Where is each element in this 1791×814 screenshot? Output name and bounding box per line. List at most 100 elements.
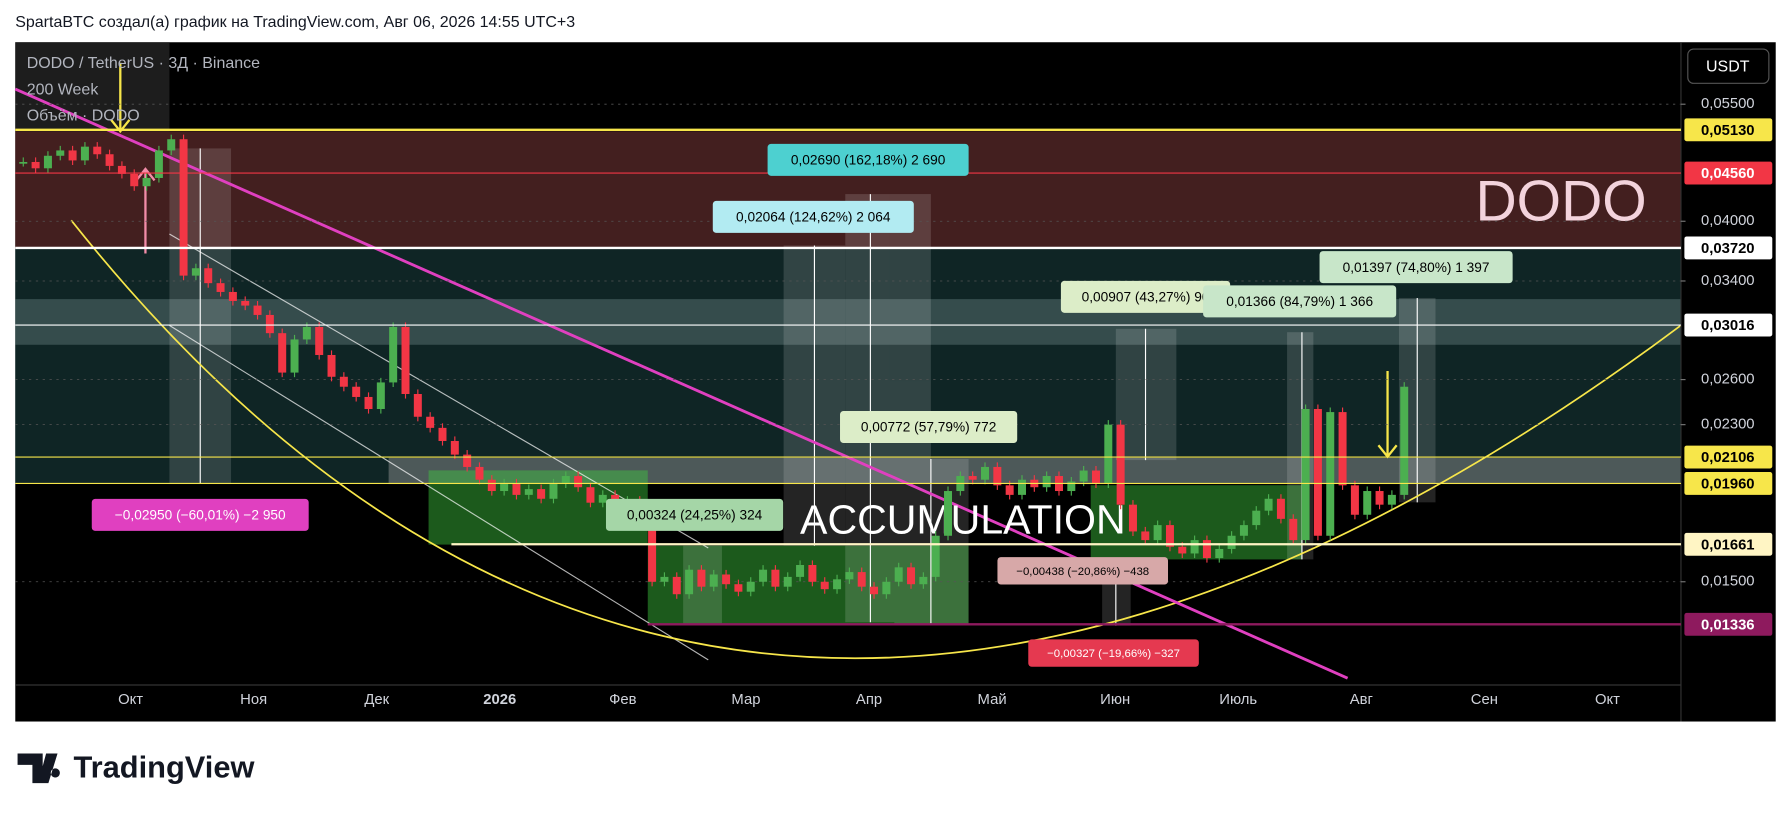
candle	[339, 376, 348, 387]
candle	[561, 476, 570, 484]
candle	[648, 514, 657, 582]
candle	[1116, 424, 1125, 505]
candle	[771, 569, 780, 587]
currency-button[interactable]	[1687, 48, 1770, 84]
candle	[1091, 470, 1100, 484]
candle	[265, 314, 274, 334]
x-tick-label: 2026	[483, 692, 516, 708]
measure-label-box	[1319, 251, 1513, 284]
candle	[142, 177, 151, 187]
candle	[130, 173, 139, 187]
candle	[1239, 525, 1248, 536]
candle	[672, 576, 681, 595]
watermark: ACCUMULATION	[800, 497, 1126, 543]
candles	[19, 134, 1409, 599]
level-price-label: 0,03720	[1701, 241, 1755, 257]
measure-label: 0,00907 (43,27%) 90	[1082, 290, 1210, 305]
measure-label-box	[1028, 639, 1199, 667]
measure-label-box	[1060, 280, 1231, 313]
legend-indicator: Объём · DODO	[27, 108, 140, 125]
x-tick-label: Июль	[1219, 692, 1257, 708]
candle	[820, 581, 829, 590]
y-tick-label: 0,01500	[1701, 574, 1755, 590]
candle	[475, 466, 484, 480]
x-tick-label: Окт	[118, 692, 143, 708]
measure-label-box	[605, 498, 784, 531]
level-price-label: 0,04560	[1701, 166, 1755, 182]
candle	[1338, 412, 1347, 486]
measure-label: 0,02064 (124,62%) 2 064	[736, 210, 891, 225]
candle	[808, 564, 817, 582]
candle	[1276, 498, 1285, 519]
x-tick-label: Мар	[731, 692, 760, 708]
level-price-box	[1684, 472, 1773, 495]
candle	[1153, 525, 1162, 541]
logo	[17, 753, 60, 784]
candle	[746, 581, 755, 592]
header: SpartaBTC создал(а) график на TradingVie…	[15, 14, 575, 31]
measure-label-box	[1203, 285, 1397, 318]
candle	[845, 572, 854, 580]
candle	[1289, 518, 1298, 541]
candle	[389, 326, 398, 383]
measure-label: 0,02690 (162,18%) 2 690	[791, 153, 946, 168]
level-price-label: 0,05130	[1701, 123, 1755, 139]
currency-label[interactable]: USDT	[1706, 59, 1750, 76]
candle	[857, 572, 866, 587]
footer-brand: TradingView	[74, 750, 256, 785]
candle	[537, 489, 546, 499]
candle	[981, 466, 990, 480]
level-price-box	[1684, 118, 1773, 142]
measure-label: −0,00438 (−20,86%) −438	[1016, 566, 1149, 578]
candle	[1017, 479, 1026, 495]
candle	[894, 567, 903, 582]
candle	[438, 427, 447, 441]
candle	[117, 165, 126, 174]
level-price-box	[1684, 445, 1773, 469]
candle	[204, 268, 213, 284]
candle	[1252, 510, 1261, 526]
candle	[463, 454, 472, 467]
level-price-label: 0,01336	[1701, 617, 1755, 633]
candle	[1326, 412, 1335, 536]
candle	[450, 440, 459, 455]
candle	[697, 569, 706, 587]
watermark: DODO	[1475, 170, 1646, 234]
candle	[179, 139, 188, 276]
candle	[31, 161, 40, 169]
measure-label: −0,02950 (−60,01%) −2 950	[115, 508, 286, 523]
candle	[1141, 531, 1150, 541]
candle	[376, 382, 385, 410]
candle	[944, 491, 953, 536]
candle	[80, 146, 89, 161]
candle	[968, 476, 977, 480]
candle	[931, 535, 940, 577]
candle	[796, 564, 805, 577]
candle	[68, 150, 77, 161]
candle	[1350, 485, 1359, 515]
candle	[290, 339, 299, 373]
measure-label: 0,01397 (74,80%) 1 397	[1343, 260, 1490, 275]
measure-label-box	[767, 143, 969, 176]
candle	[759, 569, 768, 582]
candle	[1165, 525, 1174, 547]
candle	[870, 586, 879, 595]
candle	[56, 150, 65, 156]
legend-indicator: 200 Week	[27, 81, 99, 98]
candle	[1363, 491, 1372, 515]
candle	[907, 567, 916, 585]
candle	[734, 584, 743, 592]
candle	[549, 483, 558, 499]
candle	[1301, 409, 1310, 541]
candle	[1387, 494, 1396, 505]
candle	[315, 326, 324, 355]
level-price-box	[1684, 161, 1773, 185]
candle	[833, 579, 842, 590]
candle	[882, 581, 891, 595]
candle	[1215, 548, 1224, 559]
candle	[167, 139, 176, 151]
candle	[500, 483, 509, 492]
candle	[154, 150, 163, 178]
candle	[302, 326, 311, 340]
